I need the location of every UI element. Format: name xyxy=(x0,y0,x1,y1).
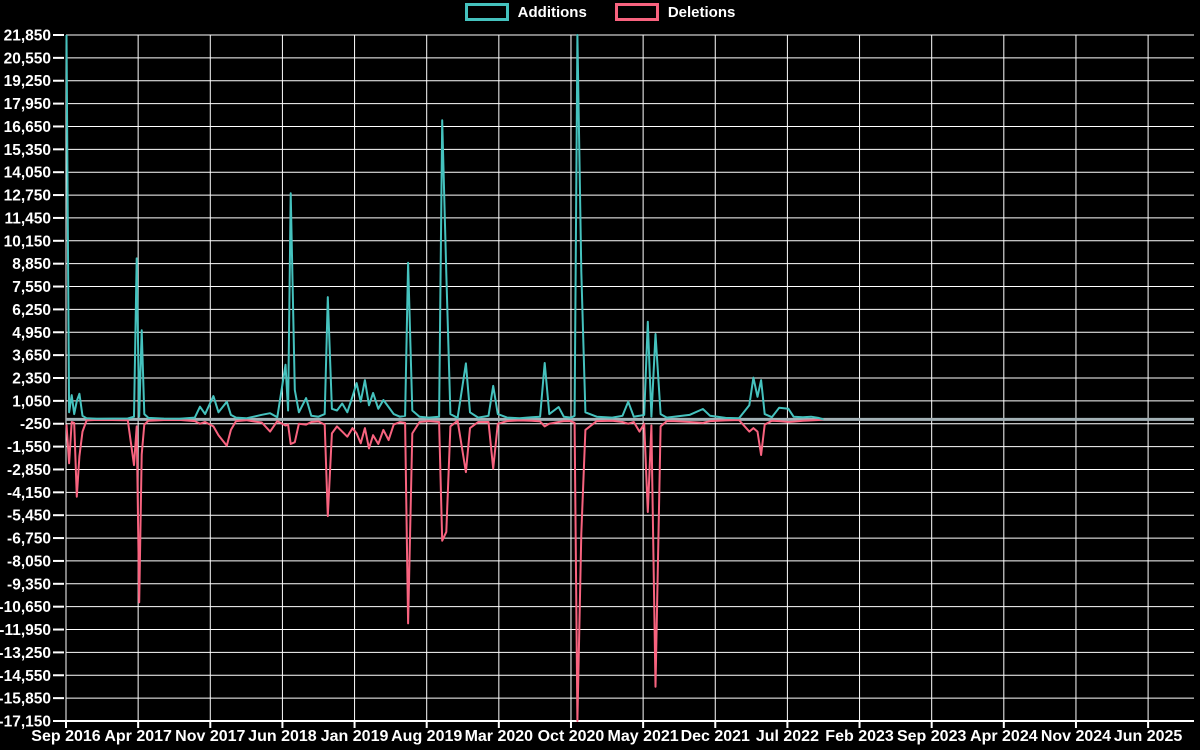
y-tick-label: -8,050 xyxy=(7,553,51,570)
x-tick-label: Jan 2019 xyxy=(321,728,389,745)
additions-line xyxy=(65,34,824,421)
y-tick-label: -11,950 xyxy=(0,622,51,639)
y-tick-label: -6,750 xyxy=(7,531,51,548)
y-tick-label: 1,050 xyxy=(12,393,51,410)
y-tick-label: 3,650 xyxy=(12,348,51,365)
x-tick-label: Oct 2020 xyxy=(538,728,605,745)
y-tick-label: -250 xyxy=(20,416,51,433)
y-tick-label: -14,550 xyxy=(0,668,51,685)
x-tick-label: Nov 2024 xyxy=(1041,728,1111,745)
y-tick-label: 2,350 xyxy=(12,371,51,388)
legend-item-additions[interactable]: Additions xyxy=(464,3,587,21)
x-tick-label: Aug 2019 xyxy=(391,728,462,745)
y-tick-label: 8,850 xyxy=(12,256,51,273)
y-tick-label: -9,350 xyxy=(7,576,51,593)
y-tick-label: 6,250 xyxy=(12,302,51,319)
y-tick-label: -4,150 xyxy=(7,485,51,502)
x-tick-label: Sep 2023 xyxy=(897,728,966,745)
x-tick-label: Sep 2016 xyxy=(31,728,100,745)
y-tick-label: -15,850 xyxy=(0,691,51,708)
deletions-line xyxy=(65,418,824,722)
x-tick-label: May 2021 xyxy=(608,728,679,745)
y-tick-label: 7,550 xyxy=(12,279,51,296)
y-tick-label: 20,550 xyxy=(4,50,51,67)
x-tick-label: Jun 2025 xyxy=(1114,728,1183,745)
y-tick-label: 14,050 xyxy=(4,165,51,182)
x-tick-label: Jul 2022 xyxy=(756,728,819,745)
x-tick-label: Apr 2024 xyxy=(970,728,1038,745)
x-tick-label: Apr 2017 xyxy=(104,728,172,745)
y-tick-label: -5,450 xyxy=(7,508,51,525)
y-tick-label: -10,650 xyxy=(0,599,51,616)
y-tick-label: 21,850 xyxy=(4,28,51,45)
x-tick-label: Feb 2023 xyxy=(825,728,894,745)
chart-legend: Additions Deletions xyxy=(0,3,1200,21)
x-tick-label: Mar 2020 xyxy=(465,728,534,745)
y-tick-label: 12,750 xyxy=(4,188,51,205)
y-tick-label: -2,850 xyxy=(7,462,51,479)
y-tick-label: 17,950 xyxy=(4,96,51,113)
legend-label-deletions: Deletions xyxy=(667,3,736,21)
y-tick-label: 4,950 xyxy=(12,325,51,342)
additions-swatch-icon xyxy=(464,3,509,21)
deletions-swatch-icon xyxy=(614,3,659,21)
y-tick-label: -13,250 xyxy=(0,645,51,662)
legend-item-deletions[interactable]: Deletions xyxy=(614,3,736,21)
y-tick-label: -17,150 xyxy=(0,714,51,731)
y-tick-label: -1,550 xyxy=(7,439,51,456)
legend-label-additions: Additions xyxy=(517,3,587,21)
x-tick-label: Nov 2017 xyxy=(175,728,245,745)
y-tick-label: 16,650 xyxy=(4,119,51,136)
y-tick-label: 10,150 xyxy=(4,233,51,250)
y-tick-label: 15,350 xyxy=(4,142,51,159)
y-tick-label: 19,250 xyxy=(4,73,51,90)
y-tick-label: 11,450 xyxy=(4,210,51,227)
x-tick-label: Dec 2021 xyxy=(681,728,750,745)
x-tick-label: Jun 2018 xyxy=(248,728,317,745)
